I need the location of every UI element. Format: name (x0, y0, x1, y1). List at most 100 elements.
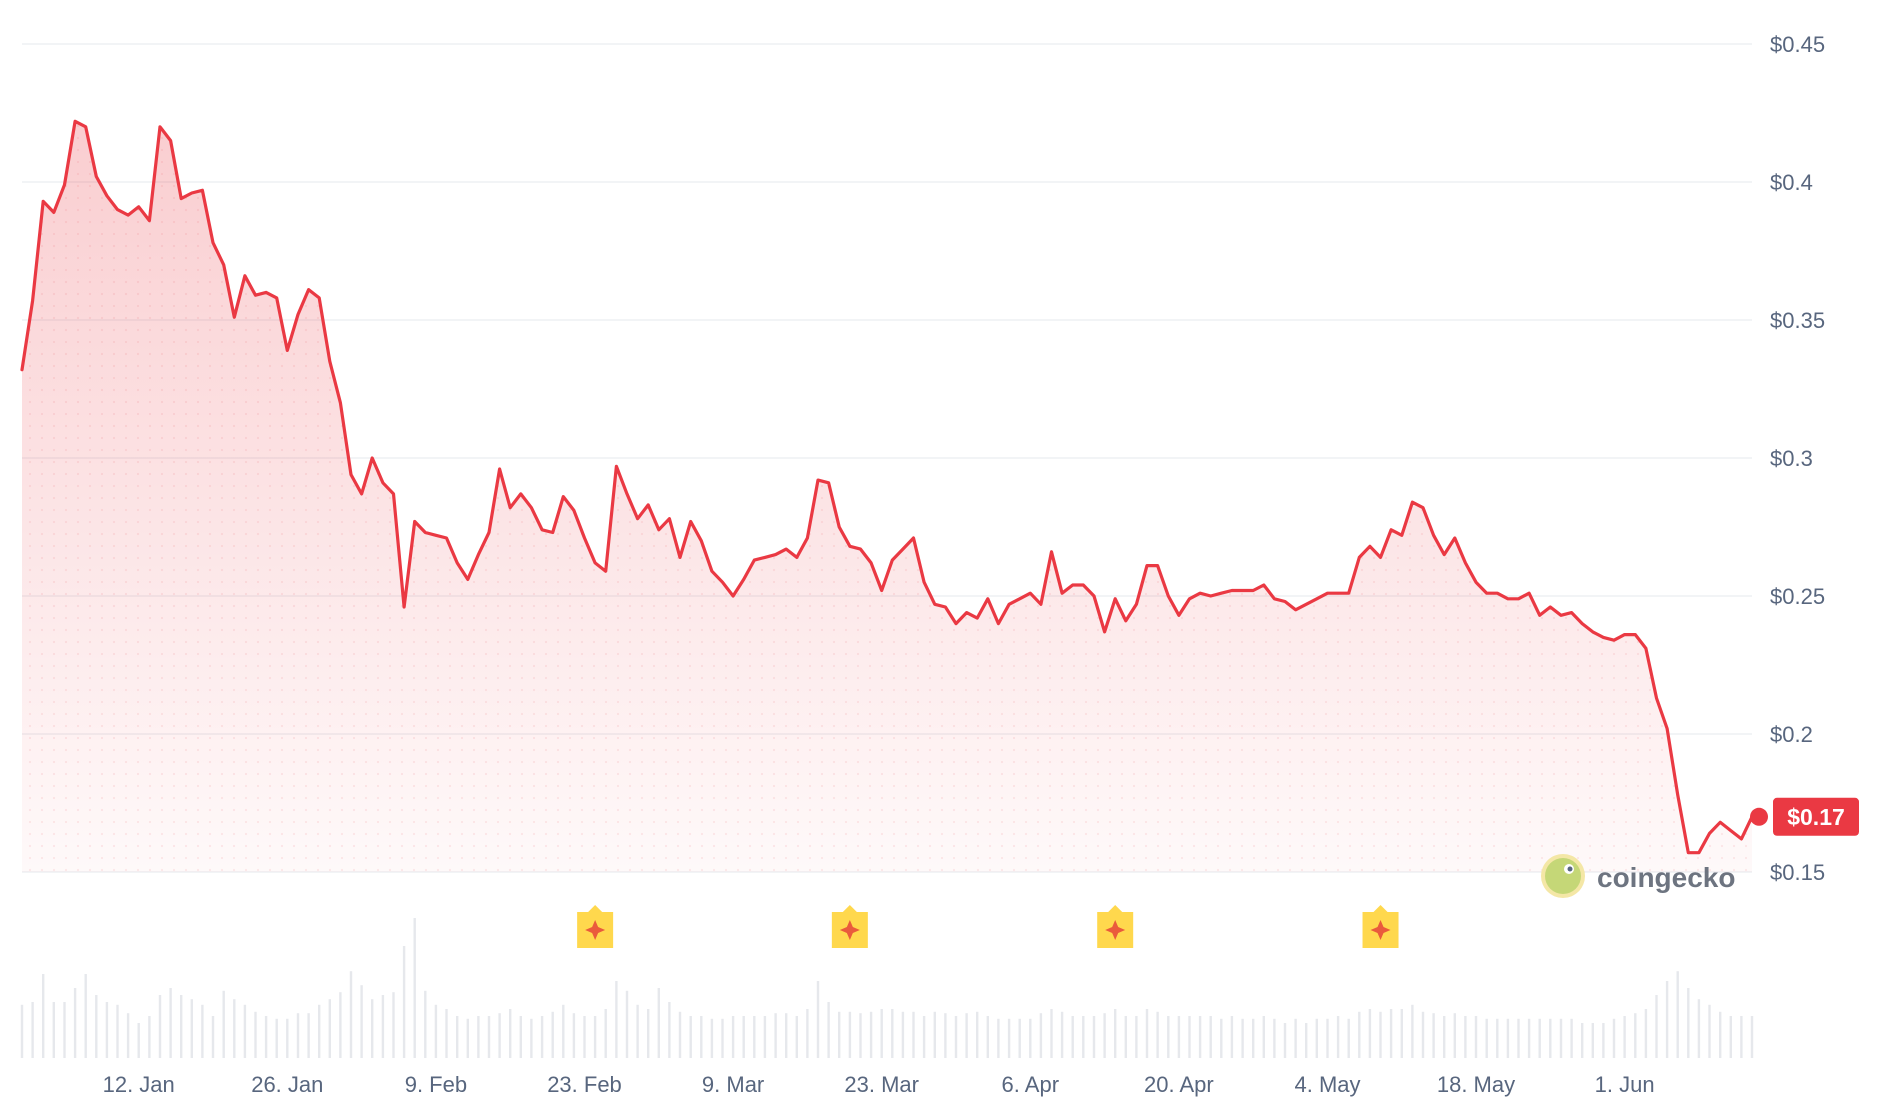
y-tick-label: $0.25 (1770, 584, 1825, 609)
x-tick-label: 9. Mar (702, 1072, 764, 1097)
volume-bar (880, 1009, 883, 1058)
volume-bar (519, 1016, 522, 1058)
volume-bar (169, 988, 172, 1058)
volume-bar (392, 992, 395, 1058)
volume-bar (869, 1011, 873, 1058)
marker-star (1105, 920, 1126, 940)
event-marker-icon[interactable] (831, 905, 868, 948)
event-marker-icon[interactable] (1097, 905, 1134, 948)
volume-bar (1676, 971, 1679, 1058)
volume-bar (530, 1018, 533, 1058)
marker-star (839, 920, 860, 940)
volume-bar (1697, 999, 1701, 1058)
current-price-label: $0.17 (1787, 804, 1845, 830)
volume-bar (148, 1016, 151, 1058)
volume-bar (1071, 1016, 1074, 1058)
x-tick-label: 6. Apr (1002, 1072, 1059, 1097)
volume-bar (721, 1018, 724, 1058)
marker-star (585, 920, 606, 940)
x-tick-label: 26. Jan (251, 1072, 323, 1097)
volume-bar (678, 1011, 682, 1058)
volume-bar (137, 1023, 140, 1058)
volume-bar (349, 971, 353, 1058)
volume-bar (1634, 1013, 1637, 1058)
volume-bar (848, 1011, 852, 1058)
volume-bar (816, 981, 820, 1058)
volume-bar (1368, 1009, 1372, 1058)
volume-bar (509, 1009, 512, 1058)
y-tick-label: $0.15 (1770, 860, 1825, 885)
volume-bar (1114, 1009, 1117, 1058)
volume-bar (1602, 1023, 1605, 1058)
volume-bar (1517, 1018, 1520, 1058)
volume-bar (1623, 1016, 1626, 1058)
volume-bar (1549, 1018, 1552, 1058)
watermark-text: coingecko (1597, 862, 1735, 893)
volume-bar (1411, 1004, 1414, 1058)
x-axis: 12. Jan 26. Jan 9. Feb 23. Feb 9. Mar 23. Mar… (103, 1072, 1655, 1097)
event-marker-icon[interactable] (1362, 905, 1399, 948)
volume-bar (785, 1013, 788, 1058)
volume-bar (20, 1004, 24, 1058)
volume-bar (1336, 1016, 1340, 1058)
volume-bar (1252, 1018, 1255, 1058)
volume-bar (63, 1002, 66, 1058)
volume-bar (1496, 1018, 1499, 1058)
volume-bar (1485, 1018, 1488, 1058)
volume-bar (1687, 988, 1690, 1058)
volume-bar (933, 1011, 936, 1058)
x-tick-label: 18. May (1437, 1072, 1515, 1097)
volume-bar (562, 1004, 565, 1058)
volume-bar (1644, 1009, 1648, 1058)
volume-bar (806, 1009, 809, 1058)
volume-bar (1464, 1016, 1467, 1058)
volume-bar (668, 1002, 671, 1058)
volume-bar (625, 990, 629, 1058)
volume-bar (498, 1013, 501, 1058)
volume-bar (583, 1016, 586, 1058)
volume-bar (1305, 1023, 1308, 1058)
volume-bar (1581, 1023, 1584, 1058)
volume-bar (1612, 1018, 1616, 1058)
volume-bar (1082, 1016, 1085, 1058)
volume-bar (1527, 1018, 1531, 1058)
volume-bar (540, 1016, 544, 1058)
event-markers (577, 905, 1399, 948)
volume-bar (742, 1016, 745, 1058)
volume-bar (73, 988, 77, 1058)
x-tick-label: 1. Jun (1595, 1072, 1655, 1097)
x-tick-label: 4. May (1294, 1072, 1360, 1097)
volume-bar (1198, 1016, 1202, 1058)
volume-bar (1347, 1018, 1350, 1058)
volume-bar (1379, 1011, 1382, 1058)
x-tick-label: 9. Feb (405, 1072, 467, 1097)
coingecko-watermark: coingecko (1541, 854, 1735, 898)
volume-bar (1029, 1018, 1032, 1058)
volume-bar (572, 1013, 576, 1058)
volume-bar (328, 999, 331, 1058)
volume-bar (296, 1013, 300, 1058)
volume-bar (105, 1002, 109, 1058)
volume-bar (424, 990, 427, 1058)
y-tick-label: $0.35 (1770, 308, 1825, 333)
volume-bar (1124, 1016, 1127, 1058)
event-marker-icon[interactable] (577, 905, 614, 948)
volume-bar (286, 1018, 289, 1058)
volume-bar (795, 1016, 798, 1058)
volume-bar (1474, 1016, 1478, 1058)
volume-bar (1135, 1016, 1138, 1058)
volume-bar (371, 999, 374, 1058)
volume-bar (1708, 1004, 1711, 1058)
volume-bar (487, 1016, 491, 1058)
volume-bars (20, 918, 1754, 1058)
volume-bar (434, 1004, 438, 1058)
volume-bar (1209, 1016, 1212, 1058)
volume-bar (1432, 1013, 1435, 1058)
x-tick-label: 20. Apr (1144, 1072, 1214, 1097)
price-line (20, 119, 1754, 855)
volume-bar (466, 1018, 469, 1058)
volume-bar (180, 995, 183, 1058)
price-line-group (20, 119, 1754, 855)
